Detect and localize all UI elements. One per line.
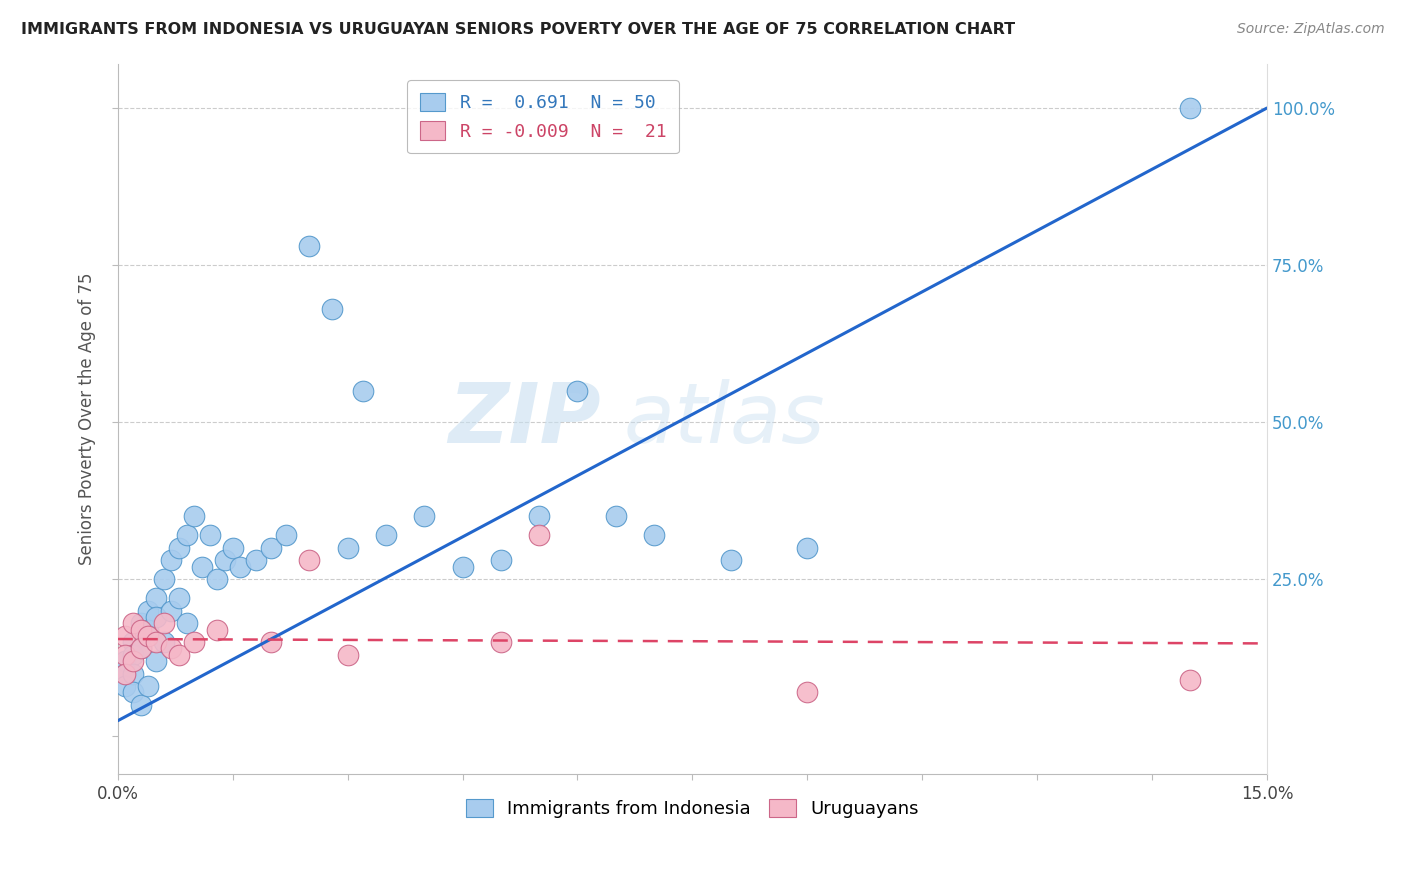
Point bbox=[122, 648, 145, 662]
Point bbox=[138, 604, 160, 618]
Point bbox=[122, 685, 145, 699]
Point bbox=[160, 641, 183, 656]
Point bbox=[167, 591, 190, 606]
Point bbox=[567, 384, 589, 398]
Text: atlas: atlas bbox=[623, 378, 825, 459]
Point bbox=[413, 509, 436, 524]
Point bbox=[796, 541, 818, 555]
Point bbox=[122, 666, 145, 681]
Point bbox=[122, 616, 145, 631]
Point bbox=[176, 528, 198, 542]
Point bbox=[114, 648, 136, 662]
Point bbox=[276, 528, 298, 542]
Point bbox=[720, 553, 742, 567]
Point bbox=[298, 553, 321, 567]
Point bbox=[129, 623, 152, 637]
Point bbox=[605, 509, 627, 524]
Point bbox=[152, 635, 174, 649]
Point bbox=[129, 629, 152, 643]
Point bbox=[129, 641, 152, 656]
Point bbox=[122, 635, 145, 649]
Point bbox=[352, 384, 374, 398]
Point bbox=[160, 553, 183, 567]
Point bbox=[167, 541, 190, 555]
Y-axis label: Seniors Poverty Over the Age of 75: Seniors Poverty Over the Age of 75 bbox=[79, 273, 96, 566]
Point bbox=[222, 541, 245, 555]
Point bbox=[129, 616, 152, 631]
Point bbox=[489, 553, 512, 567]
Point bbox=[260, 635, 283, 649]
Point bbox=[374, 528, 396, 542]
Point bbox=[207, 572, 229, 586]
Point bbox=[191, 559, 214, 574]
Point bbox=[114, 666, 136, 681]
Text: ZIP: ZIP bbox=[447, 378, 600, 459]
Point bbox=[207, 623, 229, 637]
Point bbox=[114, 679, 136, 693]
Point bbox=[176, 616, 198, 631]
Point bbox=[1180, 101, 1202, 115]
Point bbox=[183, 509, 205, 524]
Point bbox=[145, 610, 167, 624]
Point bbox=[138, 679, 160, 693]
Point bbox=[138, 629, 160, 643]
Point bbox=[198, 528, 221, 542]
Text: IMMIGRANTS FROM INDONESIA VS URUGUAYAN SENIORS POVERTY OVER THE AGE OF 75 CORREL: IMMIGRANTS FROM INDONESIA VS URUGUAYAN S… bbox=[21, 22, 1015, 37]
Text: Source: ZipAtlas.com: Source: ZipAtlas.com bbox=[1237, 22, 1385, 37]
Point bbox=[183, 635, 205, 649]
Point bbox=[796, 685, 818, 699]
Point bbox=[298, 239, 321, 253]
Point bbox=[152, 572, 174, 586]
Point bbox=[214, 553, 236, 567]
Point bbox=[114, 666, 136, 681]
Point bbox=[245, 553, 267, 567]
Point bbox=[129, 641, 152, 656]
Point bbox=[129, 698, 152, 712]
Point bbox=[114, 654, 136, 668]
Point bbox=[527, 528, 550, 542]
Point bbox=[145, 654, 167, 668]
Point bbox=[321, 302, 343, 317]
Point bbox=[138, 623, 160, 637]
Point bbox=[114, 629, 136, 643]
Point bbox=[1180, 673, 1202, 687]
Point bbox=[160, 604, 183, 618]
Point bbox=[643, 528, 665, 542]
Point bbox=[145, 635, 167, 649]
Point bbox=[336, 541, 359, 555]
Point bbox=[489, 635, 512, 649]
Point bbox=[527, 509, 550, 524]
Point bbox=[336, 648, 359, 662]
Point bbox=[229, 559, 252, 574]
Point bbox=[145, 591, 167, 606]
Point bbox=[167, 648, 190, 662]
Point bbox=[451, 559, 474, 574]
Legend: Immigrants from Indonesia, Uruguayans: Immigrants from Indonesia, Uruguayans bbox=[458, 792, 927, 825]
Point bbox=[260, 541, 283, 555]
Point bbox=[152, 616, 174, 631]
Point bbox=[122, 654, 145, 668]
